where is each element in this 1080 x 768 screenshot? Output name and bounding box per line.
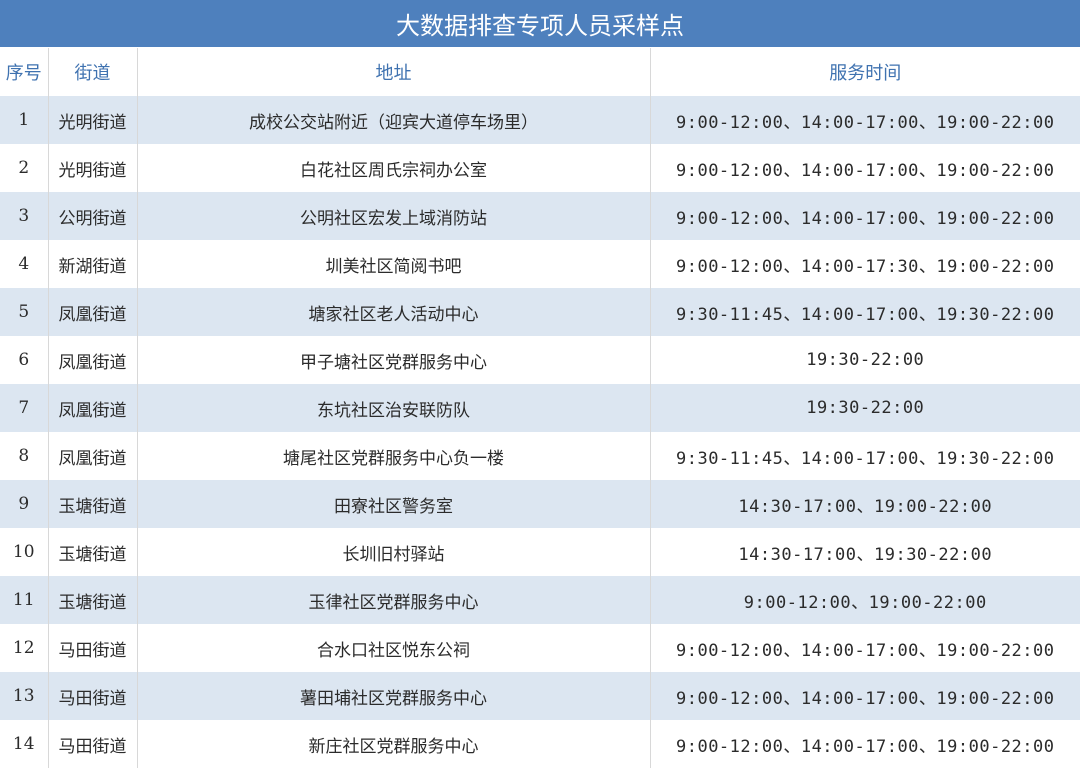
table-row: 7 凤凰街道 东坑社区治安联防队 19:30-22:00 [0,384,1080,432]
table-row: 3 公明街道 公明社区宏发上域消防站 9:00-12:00、14:00-17:00、1… [0,192,1080,240]
cell-address: 公明社区宏发上域消防站 [137,192,651,240]
cell-no: 11 [0,576,49,624]
cell-street: 凤凰街道 [48,288,138,336]
cell-street: 公明街道 [48,192,138,240]
cell-time: 9:00-12:00、14:00-17:00、19:00-22:00 [650,192,1080,240]
table-row: 11 玉塘街道 玉律社区党群服务中心 9:00-12:00、19:00-22:00 [0,576,1080,624]
cell-time: 9:00-12:00、14:00-17:00、19:00-22:00 [650,672,1080,720]
cell-address: 甲子塘社区党群服务中心 [137,336,651,384]
cell-street: 光明街道 [48,144,138,192]
cell-time: 9:00-12:00、14:00-17:00、19:00-22:00 [675,160,1055,181]
cell-address: 成校公交站附近（迎宾大道停车场里） [137,96,651,144]
cell-time: 9:00-12:00、19:00-22:00 [650,576,1080,624]
cell-no: 1 [0,96,49,144]
cell-street: 光明街道 [48,96,138,144]
cell-no: 14 [0,720,49,768]
cell-no: 2 [0,144,49,192]
header-no: 序号 [0,48,49,96]
cell-time: 14:30-17:00、19:00-22:00 [650,480,1080,528]
header-street: 街道 [48,48,138,96]
cell-street: 马田街道 [48,672,138,720]
table-row: 12 马田街道 合水口社区悦东公祠 9:00-12:00、14:00-17:00、19… [0,624,1080,672]
table-row: 9 玉塘街道 田寮社区警务室 14:30-17:00、19:00-22:00 [0,480,1080,528]
cell-no: 12 [0,624,49,672]
cell-no: 8 [0,432,49,480]
cell-time: 9:00-12:00、14:00-17:00、19:00-22:00 [675,736,1055,757]
sampling-sites-table: 序号 街道 地址 服务时间 1 光明街道 成校公交站附近（迎宾大道停车场里） 9:00… [0,48,1080,768]
cell-street: 凤凰街道 [48,384,138,432]
header-time: 服务时间 [650,48,1080,96]
cell-time: 9:00-12:00、14:00-17:00、19:00-22:00 [675,640,1055,661]
table-row: 8 凤凰街道 塘尾社区党群服务中心负一楼 9:30-11:45、14:00-17:00… [0,432,1080,480]
cell-address: 东坑社区治安联防队 [137,384,651,432]
cell-street: 玉塘街道 [48,528,138,576]
cell-street: 玉塘街道 [48,576,138,624]
cell-address: 玉律社区党群服务中心 [137,576,651,624]
cell-street: 凤凰街道 [48,336,138,384]
cell-no: 10 [0,528,49,576]
cell-address: 塘家社区老人活动中心 [137,288,651,336]
cell-time: 19:30-22:00 [650,384,1080,432]
cell-time: 9:30-11:45、14:00-17:00、19:30-22:00 [675,448,1055,469]
header-address: 地址 [137,48,651,96]
header-row: 序号 街道 地址 服务时间 [0,48,1080,96]
cell-street: 玉塘街道 [48,480,138,528]
cell-address: 新庄社区党群服务中心 [137,720,651,768]
cell-address: 塘尾社区党群服务中心负一楼 [137,432,651,480]
cell-street: 马田街道 [48,720,138,768]
cell-no: 4 [0,240,49,288]
cell-street: 马田街道 [48,624,138,672]
table-title: 大数据排查专项人员采样点 [0,0,1080,48]
cell-no: 9 [0,480,49,528]
table-row: 4 新湖街道 圳美社区简阅书吧 9:00-12:00、14:00-17:30、19:0… [0,240,1080,288]
cell-address: 薯田埔社区党群服务中心 [137,672,651,720]
cell-time: 19:30-22:00 [806,350,925,370]
cell-time: 14:30-17:00、19:30-22:00 [738,544,993,565]
cell-street: 新湖街道 [48,240,138,288]
cell-no: 13 [0,672,49,720]
cell-no: 6 [0,336,49,384]
table-row: 13 马田街道 薯田埔社区党群服务中心 9:00-12:00、14:00-17:00、… [0,672,1080,720]
cell-address: 田寮社区警务室 [137,480,651,528]
cell-address: 白花社区周氏宗祠办公室 [137,144,651,192]
table-row: 14 马田街道 新庄社区党群服务中心 9:00-12:00、14:00-17:00、1… [0,720,1080,768]
cell-street: 凤凰街道 [48,432,138,480]
cell-time: 9:30-11:45、14:00-17:00、19:30-22:00 [650,288,1080,336]
table-row: 2 光明街道 白花社区周氏宗祠办公室 9:00-12:00、14:00-17:00、1… [0,144,1080,192]
cell-no: 3 [0,192,49,240]
table-row: 5 凤凰街道 塘家社区老人活动中心 9:30-11:45、14:00-17:00、19… [0,288,1080,336]
cell-time: 9:00-12:00、14:00-17:30、19:00-22:00 [675,256,1055,277]
cell-address: 合水口社区悦东公祠 [137,624,651,672]
cell-no: 5 [0,288,49,336]
table-row: 1 光明街道 成校公交站附近（迎宾大道停车场里） 9:00-12:00、14:00-1… [0,96,1080,144]
cell-time: 9:00-12:00、14:00-17:00、19:00-22:00 [650,96,1080,144]
cell-address: 圳美社区简阅书吧 [137,240,651,288]
cell-address: 长圳旧村驿站 [137,528,651,576]
table-row: 6 凤凰街道 甲子塘社区党群服务中心 19:30-22:00 [0,336,1080,384]
cell-no: 7 [0,384,49,432]
table-row: 10 玉塘街道 长圳旧村驿站 14:30-17:00、19:30-22:00 [0,528,1080,576]
